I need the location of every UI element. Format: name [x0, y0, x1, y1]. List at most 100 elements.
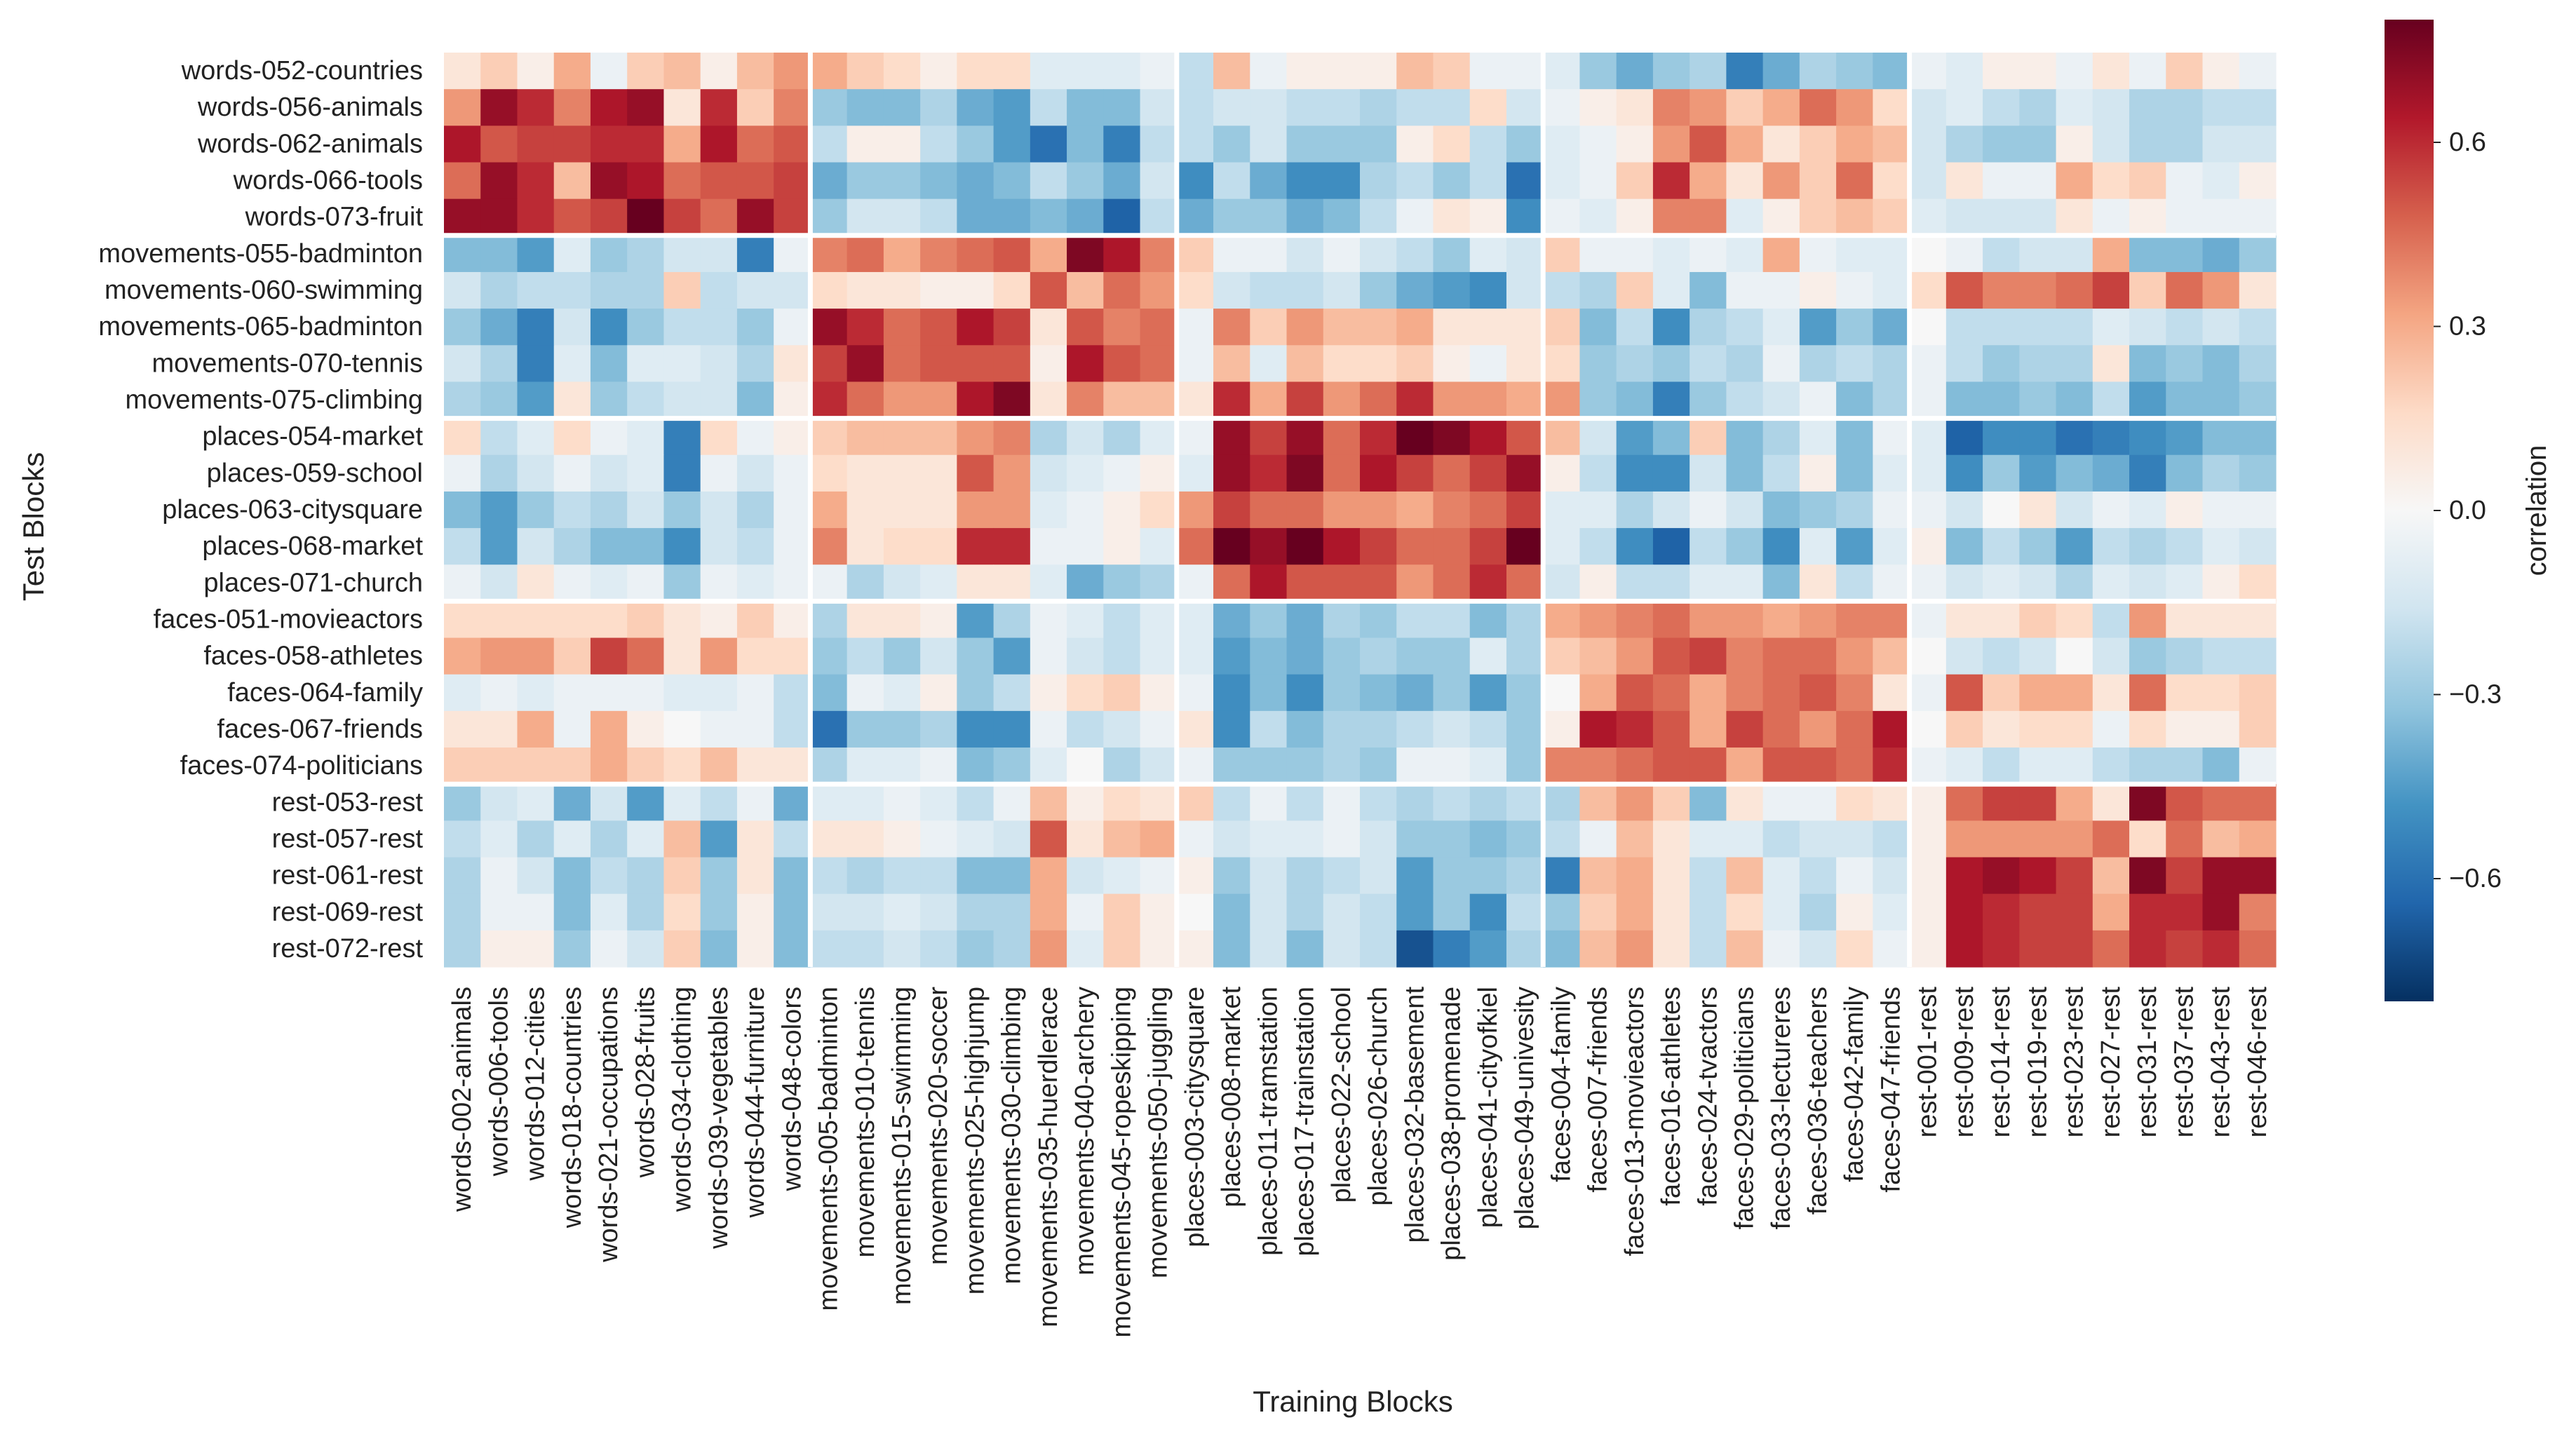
heatmap-cell [1140, 820, 1178, 858]
heatmap-cell [663, 345, 701, 383]
heatmap-cell [1176, 528, 1214, 565]
heatmap-cell [1286, 162, 1324, 200]
heatmap-cell [736, 89, 774, 126]
heatmap-cell [1726, 930, 1764, 968]
heatmap-cell [1067, 820, 1104, 858]
heatmap-cell [2056, 418, 2093, 456]
heatmap-cell [1213, 235, 1250, 273]
heatmap-cell [957, 491, 994, 529]
heatmap-cell [1873, 309, 1910, 346]
y-tick-label: rest-057-rest [272, 824, 424, 853]
heatmap-cell [847, 601, 884, 639]
x-tick-label: places-038-promenade [1437, 987, 1466, 1261]
heatmap-cell [920, 857, 957, 895]
heatmap-cell [1616, 235, 1654, 273]
heatmap-cell [553, 418, 591, 456]
heatmap-cell [1506, 857, 1544, 895]
heatmap-cell [774, 674, 811, 712]
heatmap-cell [1726, 528, 1764, 565]
heatmap-cell [920, 454, 957, 492]
heatmap-cell [1323, 454, 1361, 492]
heatmap-cell [993, 53, 1031, 90]
heatmap-cell [1030, 710, 1067, 748]
heatmap-cell [2092, 564, 2130, 602]
heatmap-cell [1103, 637, 1141, 675]
heatmap-cell [2129, 747, 2166, 785]
heatmap-cell [1396, 674, 1434, 712]
heatmap-cell [1323, 747, 1361, 785]
x-tick-label: places-026-church [1363, 987, 1393, 1206]
colorbar-gradient [2385, 20, 2434, 1001]
heatmap-cell [590, 162, 628, 200]
heatmap-cell [774, 710, 811, 748]
heatmap-cell [2056, 162, 2093, 200]
heatmap-cell [1543, 930, 1581, 968]
colorbar-tick-label: 0.0 [2449, 496, 2486, 525]
heatmap-cell [590, 674, 628, 712]
heatmap-cell [553, 930, 591, 968]
heatmap-cell [663, 309, 701, 346]
heatmap-cell [1579, 857, 1617, 895]
heatmap-cell [1726, 454, 1764, 492]
heatmap-cell [1836, 345, 1873, 383]
heatmap-cell [663, 198, 701, 236]
heatmap-cell [1103, 491, 1141, 529]
heatmap-cell [1067, 198, 1104, 236]
x-tick-label: movements-005-badminton [814, 987, 844, 1311]
heatmap-cell [1616, 710, 1654, 748]
heatmap-cell [810, 491, 848, 529]
heatmap-cell [1433, 601, 1471, 639]
heatmap-cell [590, 784, 628, 821]
heatmap-cell [2092, 345, 2130, 383]
heatmap-cell [1652, 784, 1690, 821]
heatmap-cell [2239, 162, 2277, 200]
heatmap-cell [480, 53, 518, 90]
heatmap-cell [1176, 930, 1214, 968]
heatmap-cell [1030, 162, 1067, 200]
heatmap-cell [1250, 53, 1288, 90]
heatmap-cell [847, 454, 884, 492]
heatmap-cell [1799, 930, 1837, 968]
heatmap-cell [2019, 930, 2057, 968]
heatmap-cell [1690, 345, 1727, 383]
heatmap-cell [2056, 235, 2093, 273]
x-tick-label: words-034-clothing [668, 987, 697, 1212]
heatmap-cell [1469, 784, 1507, 821]
heatmap-cell [1873, 53, 1910, 90]
heatmap-cell [1909, 564, 1947, 602]
heatmap-cell [810, 820, 848, 858]
heatmap-cell [1469, 930, 1507, 968]
heatmap-cell [2239, 637, 2277, 675]
heatmap-cell [2166, 601, 2204, 639]
heatmap-cell [1286, 418, 1324, 456]
heatmap-cell [2019, 53, 2057, 90]
heatmap-cell [553, 857, 591, 895]
heatmap-cell [1690, 381, 1727, 419]
heatmap-cell [883, 601, 921, 639]
heatmap-cell [1762, 857, 1800, 895]
heatmap-cell [1360, 418, 1397, 456]
heatmap-cell [883, 784, 921, 821]
heatmap-cell [517, 89, 555, 126]
heatmap-cell [1836, 930, 1873, 968]
heatmap-cell [2092, 528, 2130, 565]
heatmap-cell [1983, 235, 2020, 273]
heatmap-cell [1433, 89, 1471, 126]
heatmap-cell [1836, 820, 1873, 858]
heatmap-cell [700, 345, 738, 383]
heatmap-cell [480, 126, 518, 163]
heatmap-cell [2166, 381, 2204, 419]
heatmap-cell [1726, 857, 1764, 895]
heatmap-cell [1360, 601, 1397, 639]
heatmap-cell [1909, 893, 1947, 931]
heatmap-cell [1176, 162, 1214, 200]
heatmap-cell [1103, 784, 1141, 821]
heatmap-cell [480, 271, 518, 309]
heatmap-cell [810, 89, 848, 126]
heatmap-cell [1433, 454, 1471, 492]
heatmap-cell [1067, 271, 1104, 309]
heatmap-cell [2129, 198, 2166, 236]
heatmap-cell [957, 454, 994, 492]
heatmap-cell [1726, 381, 1764, 419]
heatmap-cell [1396, 930, 1434, 968]
